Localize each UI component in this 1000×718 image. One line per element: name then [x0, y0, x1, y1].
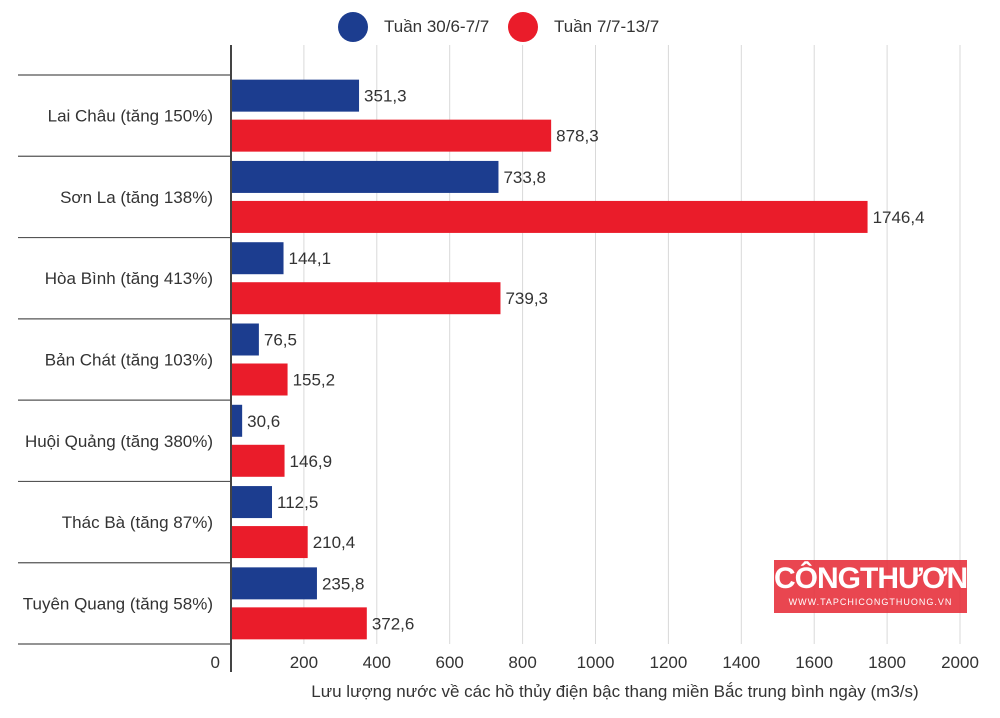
x-tick-label: 2000	[941, 653, 979, 672]
legend: Tuần 30/6-7/7 Tuần 7/7-13/7	[0, 10, 1000, 44]
bar	[231, 567, 317, 600]
data-label: 155,2	[293, 371, 336, 390]
data-label: 30,6	[247, 412, 280, 431]
category-label: Sơn La (tăng 138%)	[60, 188, 213, 207]
data-label: 351,3	[364, 87, 407, 106]
legend-item-series-2: Tuần 7/7-13/7	[508, 10, 659, 44]
bar	[231, 526, 308, 559]
x-tick-label: 0	[211, 653, 220, 672]
watermark-logo: CÔNGTHƯƠNG WWW.TAPCHICONGTHUONG.VN	[774, 560, 990, 613]
logo-main-text: CÔNGTHƯƠNG	[774, 562, 990, 595]
x-tick-label: 600	[436, 653, 464, 672]
category-label: Lai Châu (tăng 150%)	[48, 107, 213, 126]
data-label: 146,9	[290, 452, 333, 471]
bar	[231, 282, 501, 315]
legend-label-series-2: Tuần 7/7-13/7	[554, 17, 660, 36]
data-label: 733,8	[503, 168, 546, 187]
data-label: 76,5	[264, 331, 297, 350]
data-label: 1746,4	[873, 208, 925, 227]
bar	[231, 242, 284, 275]
x-axis-title: Lưu lượng nước về các hồ thủy điện bậc t…	[311, 682, 919, 701]
x-tick-label: 800	[508, 653, 536, 672]
data-label: 739,3	[505, 289, 548, 308]
x-tick-label: 1800	[868, 653, 906, 672]
bar	[231, 486, 273, 519]
category-label: Thác Bà (tăng 87%)	[62, 513, 213, 532]
bar	[231, 444, 285, 477]
data-label: 235,8	[322, 574, 365, 593]
x-tick-label: 200	[290, 653, 318, 672]
category-label: Tuyên Quang (tăng 58%)	[23, 594, 213, 613]
bar	[231, 404, 243, 437]
bar	[231, 200, 868, 233]
category-label: Hòa Bình (tăng 413%)	[45, 269, 213, 288]
x-tick-label: 1200	[649, 653, 687, 672]
legend-label-series-1: Tuần 30/6-7/7	[384, 17, 490, 36]
legend-swatch-series-1	[338, 12, 368, 42]
bar	[231, 119, 552, 152]
bar	[231, 79, 360, 112]
x-tick-label: 1400	[722, 653, 760, 672]
x-tick-label: 1600	[795, 653, 833, 672]
bar	[231, 323, 259, 356]
data-label: 210,4	[313, 533, 356, 552]
data-label: 878,3	[556, 127, 599, 146]
bar	[231, 363, 288, 396]
legend-swatch-series-2	[508, 12, 538, 42]
bar	[231, 607, 367, 640]
x-tick-label: 400	[363, 653, 391, 672]
category-label: Huội Quảng (tăng 380%)	[25, 432, 213, 451]
bar	[231, 160, 499, 193]
data-label: 372,6	[372, 614, 415, 633]
legend-item-series-1: Tuần 30/6-7/7	[338, 10, 489, 44]
data-label: 112,5	[277, 493, 318, 512]
data-label: 144,1	[289, 249, 332, 268]
category-label: Bản Chát (tăng 103%)	[45, 351, 213, 370]
x-tick-label: 1000	[577, 653, 615, 672]
logo-sub-text: WWW.TAPCHICONGTHUONG.VN	[788, 597, 953, 607]
